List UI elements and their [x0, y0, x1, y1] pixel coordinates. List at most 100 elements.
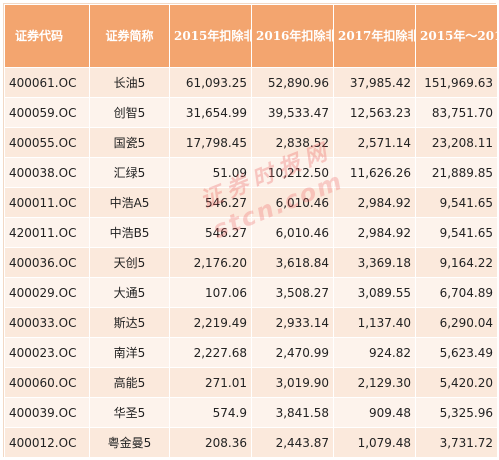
table-row: 400033.OC 斯达5 2,219.49 2,933.14 1,137.40 6,29…	[4, 307, 498, 338]
table-header-row: 证券代码 证券简称 2015年扣除非净利（万元） 2016年扣除非净利（万元） …	[4, 4, 498, 68]
header-profit-2015: 2015年扣除非净利（万元）	[169, 4, 252, 68]
cell-profit-2016: 2,470.99	[251, 337, 334, 368]
cell-name: 汇绿5	[89, 157, 170, 188]
cell-profit-sum: 83,751.70	[415, 97, 498, 128]
header-profit-sum: 2015年～2017年三年之和（万元）	[415, 4, 498, 68]
cell-profit-2015: 546.27	[169, 187, 252, 218]
cell-profit-2015: 208.36	[169, 427, 252, 458]
cell-name: 天创5	[89, 247, 170, 278]
cell-profit-2016: 52,890.96	[251, 67, 334, 98]
table-row: 400011.OC 中浩A5 546.27 6,010.46 2,984.92 9,541…	[4, 187, 498, 218]
header-profit-2017: 2017年扣除非净利（万元）	[333, 4, 416, 68]
cell-profit-sum: 6,290.04	[415, 307, 498, 338]
cell-code: 400012.OC	[4, 427, 90, 458]
cell-code: 400038.OC	[4, 157, 90, 188]
cell-profit-sum: 5,420.20	[415, 367, 498, 398]
cell-profit-2017: 3,369.18	[333, 247, 416, 278]
cell-profit-2015: 61,093.25	[169, 67, 252, 98]
table-row: 400023.OC 南洋5 2,227.68 2,470.99 924.82 5,623.…	[4, 337, 498, 368]
cell-profit-2017: 2,984.92	[333, 217, 416, 248]
header-profit-2016: 2016年扣除非净利（万元）	[251, 4, 334, 68]
cell-profit-2016: 2,838.52	[251, 127, 334, 158]
cell-profit-2017: 2,571.14	[333, 127, 416, 158]
cell-name: 中浩B5	[89, 217, 170, 248]
cell-profit-2016: 3,618.84	[251, 247, 334, 278]
table-row: 400036.OC 天创5 2,176.20 3,618.84 3,369.18 9,16…	[4, 247, 498, 278]
cell-code: 400033.OC	[4, 307, 90, 338]
cell-name: 斯达5	[89, 307, 170, 338]
cell-profit-2017: 3,089.55	[333, 277, 416, 308]
data-table-container: 证券代码 证券简称 2015年扣除非净利（万元） 2016年扣除非净利（万元） …	[3, 3, 498, 458]
cell-name: 大通5	[89, 277, 170, 308]
cell-name: 长油5	[89, 67, 170, 98]
cell-profit-2016: 3,508.27	[251, 277, 334, 308]
cell-profit-sum: 5,325.96	[415, 397, 498, 428]
cell-profit-2016: 3,841.58	[251, 397, 334, 428]
cell-profit-2015: 2,227.68	[169, 337, 252, 368]
cell-profit-2015: 271.01	[169, 367, 252, 398]
cell-profit-sum: 3,731.72	[415, 427, 498, 458]
cell-profit-2017: 1,079.48	[333, 427, 416, 458]
cell-profit-sum: 5,623.49	[415, 337, 498, 368]
cell-code: 400055.OC	[4, 127, 90, 158]
cell-profit-2015: 51.09	[169, 157, 252, 188]
table-row: 400059.OC 创智5 31,654.99 39,533.47 12,563.23 8…	[4, 97, 498, 128]
cell-profit-2017: 1,137.40	[333, 307, 416, 338]
cell-profit-2015: 546.27	[169, 217, 252, 248]
cell-profit-2017: 2,129.30	[333, 367, 416, 398]
cell-code: 400059.OC	[4, 97, 90, 128]
cell-profit-sum: 151,969.63	[415, 67, 498, 98]
cell-profit-2015: 17,798.45	[169, 127, 252, 158]
cell-profit-2015: 574.9	[169, 397, 252, 428]
cell-profit-2017: 12,563.23	[333, 97, 416, 128]
table-row: 400039.OC 华圣5 574.9 3,841.58 909.48 5,325.96	[4, 397, 498, 428]
table-row: 400029.OC 大通5 107.06 3,508.27 3,089.55 6,704.…	[4, 277, 498, 308]
cell-code: 400060.OC	[4, 367, 90, 398]
cell-name: 南洋5	[89, 337, 170, 368]
cell-profit-2015: 2,176.20	[169, 247, 252, 278]
cell-profit-sum: 9,541.65	[415, 187, 498, 218]
cell-profit-2015: 31,654.99	[169, 97, 252, 128]
cell-code: 420011.OC	[4, 217, 90, 248]
cell-name: 国瓷5	[89, 127, 170, 158]
cell-profit-2016: 6,010.46	[251, 187, 334, 218]
cell-profit-2016: 10,212.50	[251, 157, 334, 188]
header-code: 证券代码	[4, 4, 90, 68]
cell-profit-sum: 21,889.85	[415, 157, 498, 188]
cell-name: 创智5	[89, 97, 170, 128]
cell-profit-sum: 23,208.11	[415, 127, 498, 158]
cell-name: 粤金曼5	[89, 427, 170, 458]
cell-profit-2016: 2,933.14	[251, 307, 334, 338]
cell-profit-2016: 39,533.47	[251, 97, 334, 128]
cell-code: 400036.OC	[4, 247, 90, 278]
table-row: 400060.OC 高能5 271.01 3,019.90 2,129.30 5,420.…	[4, 367, 498, 398]
table-row: 400055.OC 国瓷5 17,798.45 2,838.52 2,571.14 23,…	[4, 127, 498, 158]
header-name: 证券简称	[89, 4, 170, 68]
cell-profit-2016: 3,019.90	[251, 367, 334, 398]
table-row: 400012.OC 粤金曼5 208.36 2,443.87 1,079.48 3,731…	[4, 427, 498, 458]
cell-code: 400061.OC	[4, 67, 90, 98]
cell-profit-2015: 107.06	[169, 277, 252, 308]
cell-profit-2017: 2,984.92	[333, 187, 416, 218]
table-row: 400061.OC 长油5 61,093.25 52,890.96 37,985.42 1…	[4, 67, 498, 98]
cell-name: 华圣5	[89, 397, 170, 428]
cell-name: 中浩A5	[89, 187, 170, 218]
cell-code: 400039.OC	[4, 397, 90, 428]
cell-profit-sum: 9,164.22	[415, 247, 498, 278]
cell-profit-2015: 2,219.49	[169, 307, 252, 338]
cell-profit-2016: 6,010.46	[251, 217, 334, 248]
profit-table: 证券代码 证券简称 2015年扣除非净利（万元） 2016年扣除非净利（万元） …	[4, 4, 498, 458]
table-body: 400061.OC 长油5 61,093.25 52,890.96 37,985.42 1…	[4, 67, 498, 458]
cell-profit-2017: 909.48	[333, 397, 416, 428]
cell-code: 400011.OC	[4, 187, 90, 218]
cell-name: 高能5	[89, 367, 170, 398]
table-row: 420011.OC 中浩B5 546.27 6,010.46 2,984.92 9,541…	[4, 217, 498, 248]
cell-profit-sum: 9,541.65	[415, 217, 498, 248]
cell-profit-2017: 37,985.42	[333, 67, 416, 98]
cell-profit-2017: 924.82	[333, 337, 416, 368]
cell-profit-sum: 6,704.89	[415, 277, 498, 308]
cell-profit-2017: 11,626.26	[333, 157, 416, 188]
cell-code: 400029.OC	[4, 277, 90, 308]
table-row: 400038.OC 汇绿5 51.09 10,212.50 11,626.26 21,88…	[4, 157, 498, 188]
cell-profit-2016: 2,443.87	[251, 427, 334, 458]
